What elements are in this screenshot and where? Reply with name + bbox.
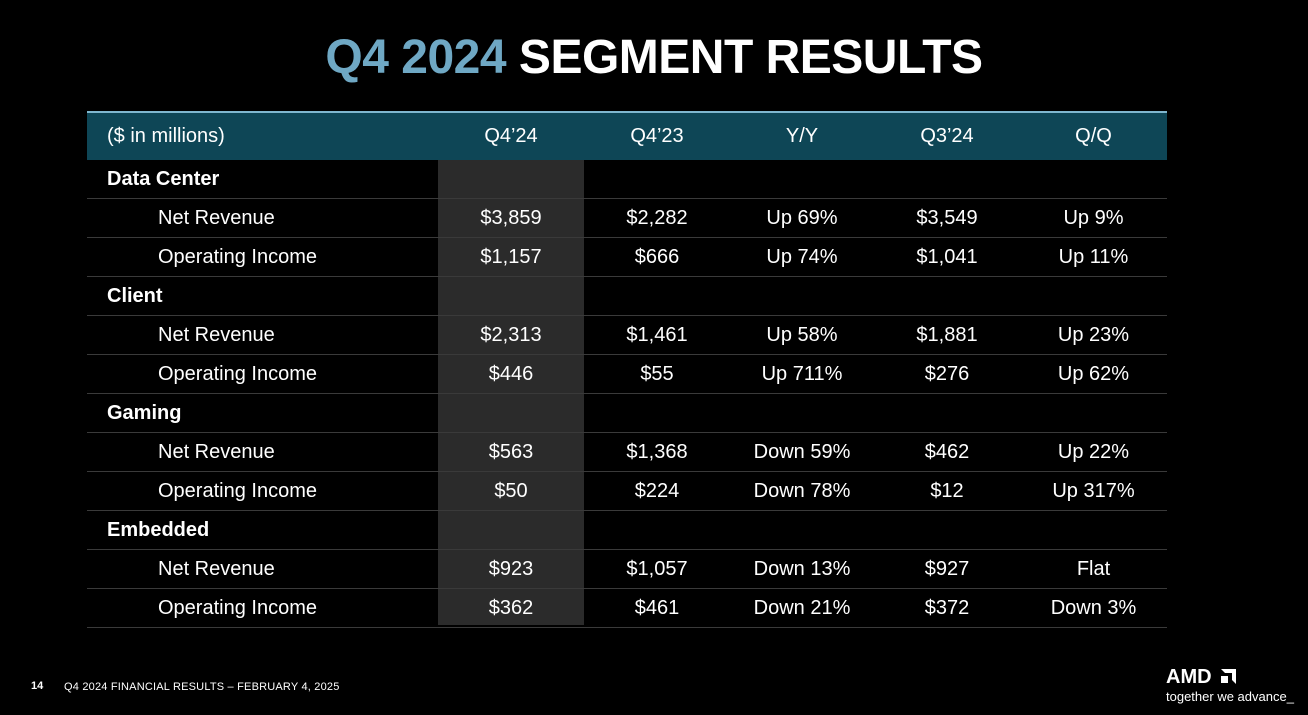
section-label: Client (107, 284, 163, 307)
footer-text: Q4 2024 FINANCIAL RESULTS – FEBRUARY 4, … (64, 681, 340, 693)
section-label: Data Center (107, 167, 220, 190)
title-main: SEGMENT RESULTS (518, 31, 983, 84)
table-top-rule (87, 111, 1167, 113)
header-units-label: ($ in millions) (107, 125, 225, 147)
amd-arrow-icon (1221, 669, 1236, 684)
value-cell-qq: Down 3% (1050, 596, 1137, 619)
metric-label: Operating Income (158, 479, 317, 502)
value-cell-q424: $3,859 (480, 206, 542, 229)
value-cell-q324: $462 (924, 440, 970, 463)
table-row: Operating Income $50 $224 Down 78% $12 Up 317… (87, 472, 1167, 511)
metric-label: Operating Income (158, 362, 317, 385)
section-label: Embedded (107, 518, 210, 541)
header-qq: Q/Q (1075, 125, 1112, 147)
table-row: Operating Income $1,157 $666 Up 74% $1,041 Up… (87, 238, 1167, 277)
value-cell-q424: $362 (488, 596, 534, 619)
value-cell-yy: Up 69% (766, 206, 838, 229)
value-cell-q423: $1,368 (626, 440, 688, 463)
section-row: Embedded (87, 511, 1167, 550)
value-cell-q423: $666 (634, 245, 680, 268)
value-cell-yy: Down 78% (753, 479, 851, 502)
value-cell-q423: $224 (634, 479, 680, 502)
table-row: Operating Income $446 $55 Up 711% $276 Up 62% (87, 355, 1167, 394)
value-cell-qq: Up 9% (1063, 206, 1124, 229)
value-cell-qq: Up 317% (1052, 479, 1135, 502)
value-cell-q324: $276 (924, 362, 970, 385)
value-cell-q423: $1,461 (626, 323, 688, 346)
metric-label: Net Revenue (158, 440, 275, 463)
value-cell-q324: $3,549 (916, 206, 978, 229)
metric-label: Operating Income (158, 596, 317, 619)
metric-label: Net Revenue (158, 206, 275, 229)
value-cell-yy: Down 13% (753, 557, 851, 580)
section-row: Gaming (87, 394, 1167, 433)
value-cell-q424: $50 (494, 479, 528, 502)
table-row: Net Revenue $563 $1,368 Down 59% $462 Up 22% (87, 433, 1167, 472)
value-cell-q324: $1,881 (916, 323, 978, 346)
value-cell-q324: $927 (924, 557, 970, 580)
section-row: Data Center (87, 160, 1167, 199)
table-row: Net Revenue $2,313 $1,461 Up 58% $1,881 Up 23… (87, 316, 1167, 355)
header-q423: Q4’23 (630, 125, 684, 147)
value-cell-q423: $2,282 (626, 206, 688, 229)
value-cell-qq: Up 11% (1058, 245, 1129, 268)
value-cell-qq: Up 62% (1057, 362, 1130, 385)
value-cell-qq: Up 23% (1057, 323, 1130, 346)
section-row: Client (87, 277, 1167, 316)
segment-results-table: ($ in millions) Q4’24 Q4’23 Y/Y Q3’24 Q/… (87, 111, 1167, 628)
value-cell-q423: $1,057 (626, 557, 688, 580)
value-cell-q423: $461 (634, 596, 680, 619)
logo-tagline: together we advance_ (1166, 689, 1294, 704)
table-body: Data Center Net Revenue $3,859 $2,282 Up 69%… (87, 160, 1167, 628)
table-row: Net Revenue $923 $1,057 Down 13% $927 Flat (87, 550, 1167, 589)
header-q324: Q3’24 (920, 125, 974, 147)
metric-label: Net Revenue (158, 323, 275, 346)
value-cell-q324: $1,041 (916, 245, 978, 268)
table-row: Net Revenue $3,859 $2,282 Up 69% $3,549 Up 9% (87, 199, 1167, 238)
value-cell-q324: $12 (930, 479, 964, 502)
page-title: Q4 2024 SEGMENT RESULTS (0, 30, 1308, 86)
value-cell-q424: $563 (488, 440, 534, 463)
logo-wordmark: AMD (1166, 666, 1212, 688)
value-cell-yy: Up 711% (761, 362, 843, 385)
value-cell-q424: $923 (488, 557, 534, 580)
metric-label: Net Revenue (158, 557, 275, 580)
header-q424: Q4’24 (484, 125, 538, 147)
value-cell-yy: Down 21% (753, 596, 851, 619)
value-cell-q424: $446 (488, 362, 534, 385)
table-row: Operating Income $362 $461 Down 21% $372 Down… (87, 589, 1167, 628)
table-header-row: ($ in millions) Q4’24 Q4’23 Y/Y Q3’24 Q/… (87, 113, 1167, 160)
value-cell-q423: $55 (640, 362, 674, 385)
value-cell-qq: Up 22% (1057, 440, 1130, 463)
section-label: Gaming (107, 401, 182, 424)
value-cell-q324: $372 (924, 596, 970, 619)
value-cell-yy: Down 59% (753, 440, 851, 463)
metric-label: Operating Income (158, 245, 317, 268)
value-cell-q424: $2,313 (480, 323, 542, 346)
value-cell-yy: Up 58% (766, 323, 838, 346)
page-number: 14 (31, 680, 44, 692)
amd-logo: AMD together we advance_ (1166, 666, 1296, 708)
value-cell-qq: Flat (1076, 557, 1111, 580)
title-accent: Q4 2024 (325, 31, 507, 84)
value-cell-q424: $1,157 (480, 245, 542, 268)
header-yy: Y/Y (785, 125, 819, 147)
value-cell-yy: Up 74% (766, 245, 838, 268)
